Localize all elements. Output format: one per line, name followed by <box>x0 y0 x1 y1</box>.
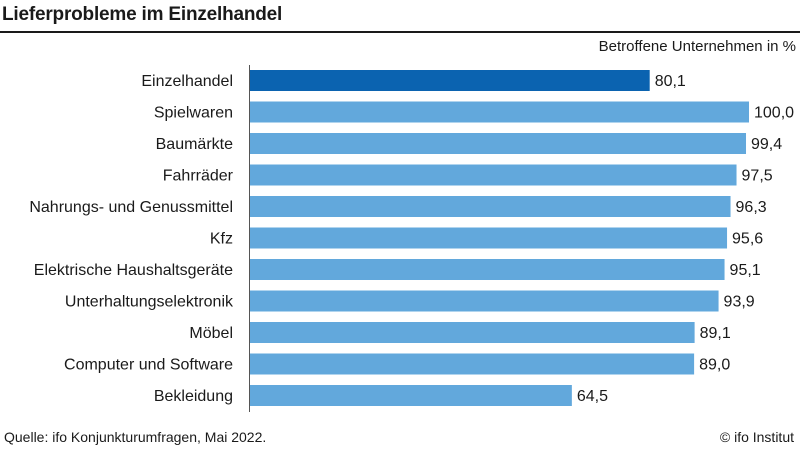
value-label-6: 95,1 <box>730 262 761 279</box>
bar-2 <box>250 133 747 154</box>
bar-9 <box>250 353 695 375</box>
value-label-3: 97,5 <box>742 168 773 185</box>
category-label-0: Einzelhandel <box>141 73 233 90</box>
bar-3 <box>250 164 737 186</box>
bar-1 <box>250 101 749 123</box>
category-label-2: Baumärkte <box>156 136 233 153</box>
category-label-5: Kfz <box>210 231 233 248</box>
value-label-9: 89,0 <box>699 357 730 374</box>
value-label-10: 64,5 <box>577 388 608 405</box>
category-label-3: Fahrräder <box>163 168 234 185</box>
category-label-7: Unterhaltungselektronik <box>65 294 234 311</box>
bar-5 <box>250 227 728 249</box>
source-note: Quelle: ifo Konjunkturumfragen, Mai 2022… <box>4 429 267 445</box>
category-label-6: Elektrische Haushaltsgeräte <box>34 262 233 279</box>
unit-label: Betroffene Unternehmen in % <box>598 38 796 55</box>
copyright-note: © ifo Institut <box>719 429 794 445</box>
value-label-2: 99,4 <box>751 136 782 153</box>
bar-0 <box>250 70 650 91</box>
value-label-0: 80,1 <box>655 73 686 90</box>
category-label-1: Spielwaren <box>154 105 233 122</box>
category-label-9: Computer und Software <box>64 357 233 374</box>
category-label-10: Bekleidung <box>154 388 233 405</box>
value-label-4: 96,3 <box>736 199 767 216</box>
bar-8 <box>250 322 695 343</box>
bar-4 <box>250 196 731 217</box>
bar-6 <box>250 259 725 280</box>
category-label-8: Möbel <box>189 325 233 342</box>
value-label-1: 100,0 <box>754 105 794 122</box>
category-label-4: Nahrungs- und Genussmittel <box>29 199 233 216</box>
value-label-8: 89,1 <box>700 325 731 342</box>
bar-10 <box>250 385 572 406</box>
bar-7 <box>250 290 719 312</box>
chart-title: Lieferprobleme im Einzelhandel <box>2 4 283 25</box>
value-label-5: 95,6 <box>732 231 763 248</box>
title-divider <box>0 31 800 33</box>
value-label-7: 93,9 <box>724 294 755 311</box>
